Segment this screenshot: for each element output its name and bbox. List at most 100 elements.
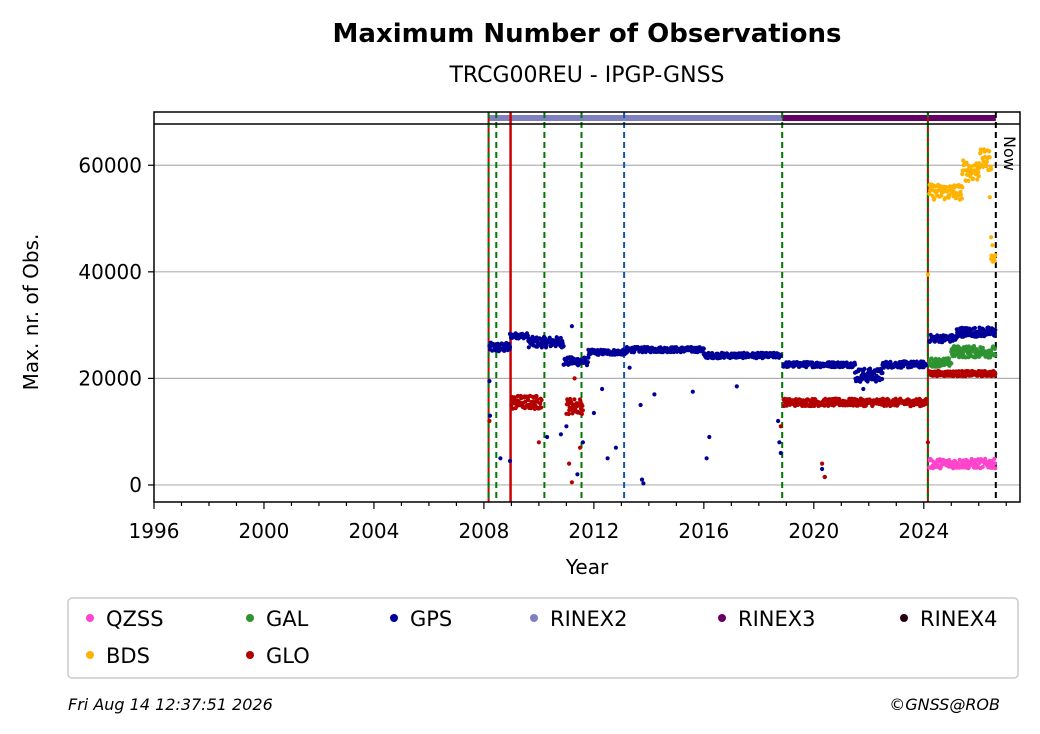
data-point: [820, 466, 825, 472]
data-point: [639, 477, 645, 482]
data-point: [569, 480, 575, 485]
legend-marker-rinex3: [718, 614, 726, 622]
data-point: [567, 461, 572, 466]
data-point: [512, 395, 517, 400]
data-point: [826, 403, 831, 408]
data-point: [932, 196, 937, 201]
data-point: [946, 356, 952, 361]
data-point: [564, 424, 569, 429]
x-tick-label: 2004: [348, 519, 399, 543]
plot-frame: [153, 111, 1021, 503]
legend-marker-rinex2: [530, 614, 538, 622]
data-point: [943, 185, 949, 190]
data-point: [941, 189, 946, 194]
data-point: [976, 170, 981, 175]
data-point: [605, 456, 610, 461]
data-point: [572, 397, 577, 402]
data-point: [925, 440, 931, 445]
plot-area: 0 20000 40000 60000 1996 2000 2004 2008 2012 2016…: [78, 112, 1020, 543]
data-point: [867, 366, 873, 371]
data-point: [987, 195, 992, 200]
data-point: [507, 458, 513, 464]
legend-marker-glo: [246, 651, 254, 659]
data-point: [984, 159, 990, 164]
data-point: [579, 411, 585, 417]
y-tick-label: 40000: [78, 260, 142, 284]
data-point: [927, 191, 932, 196]
data-point: [982, 149, 987, 154]
data-point: [580, 440, 586, 445]
series-bds: [925, 147, 998, 277]
legend-label-glo: GLO: [266, 644, 310, 668]
series-gps: [487, 324, 998, 486]
y-tick-label: 20000: [78, 366, 142, 390]
data-point: [990, 243, 995, 248]
data-point: [880, 376, 885, 382]
data-point: [960, 185, 965, 190]
data-point: [993, 353, 998, 358]
data-point: [487, 379, 492, 384]
series-glo: [487, 368, 998, 485]
data-point: [972, 325, 978, 331]
legend-label-gps: GPS: [410, 607, 452, 631]
data-point: [776, 418, 781, 424]
data-point: [993, 253, 998, 258]
data-point: [961, 158, 966, 163]
data-point: [964, 160, 969, 165]
data-point: [539, 345, 544, 350]
data-point: [981, 159, 986, 164]
footer-copyright: ©GNSS@ROB: [889, 695, 1000, 714]
data-point: [578, 445, 583, 450]
data-point: [980, 345, 985, 350]
data-point: [833, 402, 838, 407]
data-point: [580, 403, 585, 408]
data-point: [951, 466, 956, 471]
data-point: [957, 457, 962, 462]
data-point: [976, 174, 981, 179]
legend-marker-gps: [390, 614, 398, 622]
legend-label-bds: BDS: [106, 644, 150, 668]
data-point: [960, 172, 965, 177]
data-point: [822, 474, 827, 480]
data-point: [949, 361, 954, 366]
data-point: [993, 327, 998, 332]
data-point: [925, 272, 931, 277]
data-point: [600, 386, 605, 392]
legend-marker-rinex4: [900, 614, 908, 622]
data-point: [701, 346, 706, 351]
data-point: [971, 176, 976, 181]
data-point: [540, 342, 545, 347]
data-point: [575, 472, 580, 477]
legend-box: [67, 597, 1019, 679]
data-point: [498, 456, 503, 461]
data-point: [580, 408, 586, 413]
data-point: [613, 445, 619, 450]
data-point: [585, 360, 591, 365]
data-point: [873, 379, 879, 384]
data-point: [992, 258, 997, 263]
data-point: [947, 192, 952, 197]
data-point: [652, 392, 657, 397]
data-point: [539, 405, 544, 410]
x-tick-label: 2000: [239, 519, 290, 543]
data-point: [980, 464, 985, 469]
x-tick-label: 2016: [678, 519, 729, 543]
data-point: [507, 345, 513, 350]
data-point: [812, 403, 817, 408]
y-axis-label: Max. nr. of Obs.: [19, 234, 43, 391]
data-point: [992, 346, 997, 351]
data-point: [992, 333, 997, 338]
data-point: [987, 149, 992, 154]
legend-label-qzss: QZSS: [106, 607, 164, 631]
data-point: [993, 466, 998, 471]
legend-marker-bds: [86, 651, 94, 659]
footer-timestamp: Fri Aug 14 12:37:51 2026: [68, 695, 273, 714]
data-point: [820, 461, 825, 466]
y-tick-label: 0: [129, 473, 142, 497]
data-point: [487, 413, 493, 418]
data-point: [734, 384, 739, 389]
series-qzss: [927, 456, 998, 471]
data-point: [536, 440, 542, 445]
x-tick-label: 1996: [129, 519, 180, 543]
